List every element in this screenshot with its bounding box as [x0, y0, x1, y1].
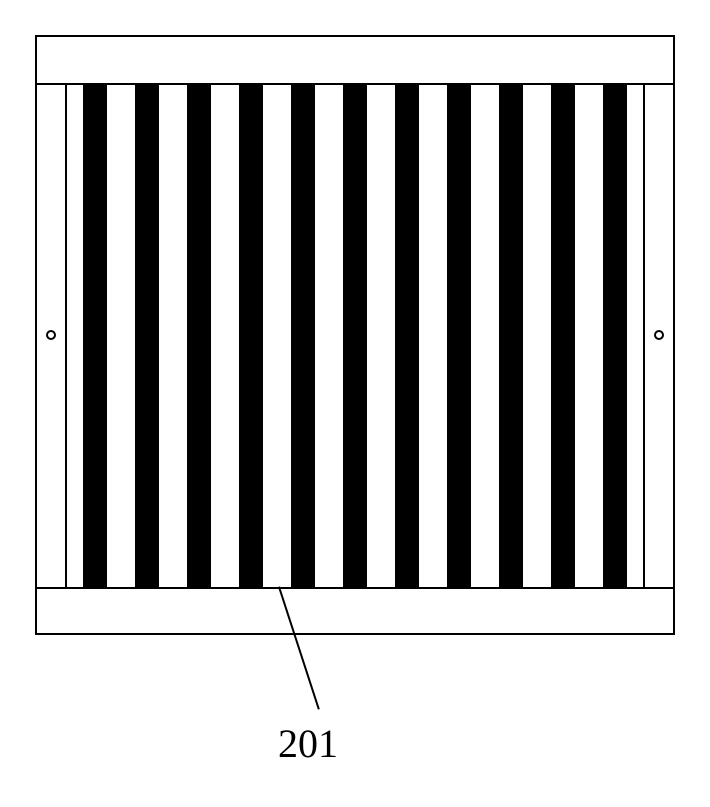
slat-bar [135, 83, 159, 587]
slat-bar [291, 83, 315, 587]
slat-bar [239, 83, 263, 587]
bottom-inner-line [37, 587, 673, 589]
thin-side-bar [65, 83, 67, 587]
slat-bar [447, 83, 471, 587]
mount-hole [654, 330, 664, 340]
mount-hole [46, 330, 56, 340]
slat-bar [551, 83, 575, 587]
slat-bar [395, 83, 419, 587]
slat-bar [187, 83, 211, 587]
slat-bar [83, 83, 107, 587]
slat-bar [603, 83, 627, 587]
callout-label-201: 201 [278, 720, 338, 767]
thin-side-bar [643, 83, 645, 587]
slat-bar [499, 83, 523, 587]
grille-diagram: 201 [20, 20, 690, 780]
slat-bar [343, 83, 367, 587]
